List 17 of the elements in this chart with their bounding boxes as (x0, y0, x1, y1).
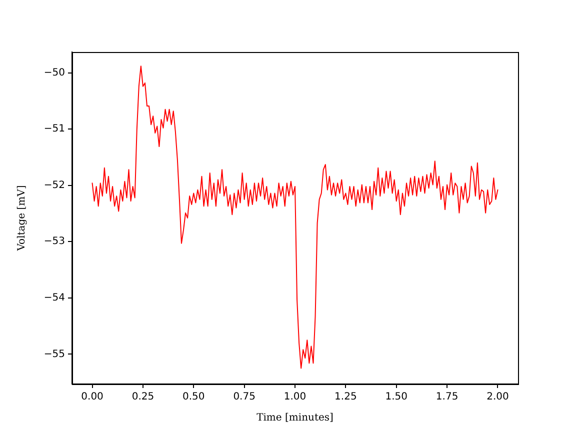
x-tick-label: 0.75 (233, 392, 256, 403)
y-tick-label: −54 (44, 292, 65, 304)
y-tick-label: −51 (44, 124, 65, 135)
x-axis-title: Time [minutes] (256, 412, 334, 424)
x-tick-label: 0.25 (132, 392, 154, 403)
x-tick-label: 2.00 (486, 392, 509, 403)
y-axis-title: Voltage [mV] (16, 185, 28, 252)
y-tick-label: −52 (44, 180, 65, 191)
x-tick-label: 1.00 (284, 392, 306, 403)
y-tick-label: −53 (44, 236, 65, 248)
x-tick-label: 1.25 (334, 392, 357, 403)
x-tick-label: 1.75 (436, 392, 458, 403)
y-tick-label: −55 (44, 348, 65, 360)
y-tick-label: −50 (44, 67, 65, 78)
x-tick-label: 0.00 (81, 392, 104, 403)
x-tick-label: 0.50 (182, 392, 205, 403)
x-tick-label: 1.50 (385, 392, 408, 403)
